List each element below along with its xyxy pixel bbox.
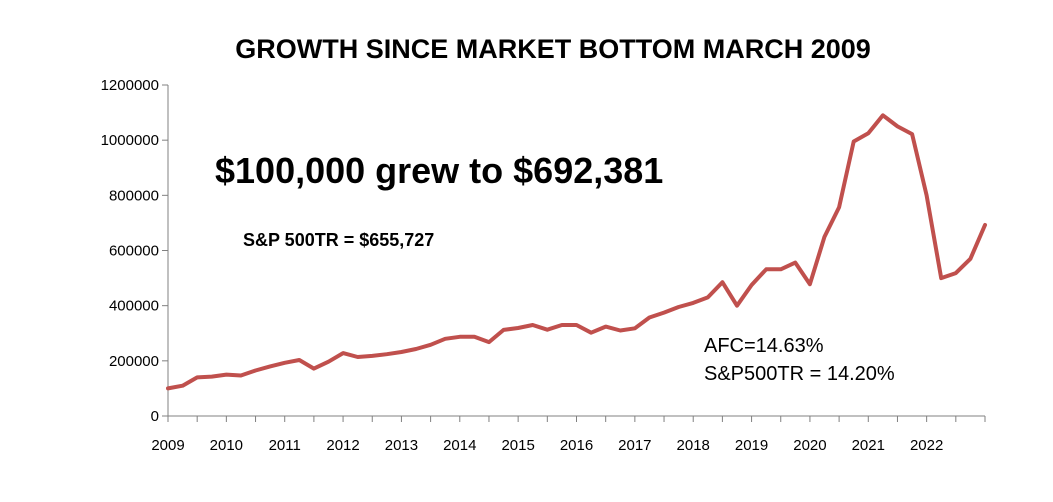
chart-title: GROWTH SINCE MARKET BOTTOM MARCH 2009 <box>235 34 871 64</box>
benchmark-annotation: S&P 500TR = $655,727 <box>243 230 434 250</box>
x-tick-label: 2014 <box>443 437 476 454</box>
afc-rate-annotation: AFC=14.63% <box>704 335 824 357</box>
x-tick-label: 2017 <box>618 437 651 454</box>
y-tick-label: 0 <box>151 408 159 425</box>
x-axis-ticks: 2009 2010 2011 2012 2013 2014 2015 2016 2017 2018… <box>151 416 986 454</box>
y-tick-label: 400000 <box>109 298 159 315</box>
sp-rate-annotation: S&P500TR = 14.20% <box>704 363 895 385</box>
y-tick-label: 800000 <box>109 187 159 204</box>
x-tick-label: 2019 <box>735 437 768 454</box>
y-tick-label: 600000 <box>109 243 159 260</box>
x-tick-label: 2009 <box>151 437 184 454</box>
x-tick-label: 2020 <box>793 437 826 454</box>
series-line <box>166 113 987 391</box>
x-tick-label: 2013 <box>385 437 418 454</box>
y-axis-ticks: 0 200000 400000 600000 800000 1000000 1200000 <box>101 77 168 425</box>
x-tick-label: 2011 <box>269 437 301 454</box>
headline-annotation: $100,000 grew to $692,381 <box>215 150 663 191</box>
x-tick-label: 2022 <box>910 437 943 454</box>
x-tick-label: 2015 <box>501 437 534 454</box>
y-tick-label: 1000000 <box>101 132 159 149</box>
x-tick-label: 2021 <box>852 437 885 454</box>
y-tick-label: 1200000 <box>101 77 159 94</box>
x-tick-label: 2018 <box>677 437 710 454</box>
x-tick-label: 2010 <box>210 437 243 454</box>
x-tick-label: 2016 <box>560 437 593 454</box>
series-group <box>166 113 987 391</box>
y-tick-label: 200000 <box>109 353 159 370</box>
x-tick-label: 2012 <box>326 437 359 454</box>
